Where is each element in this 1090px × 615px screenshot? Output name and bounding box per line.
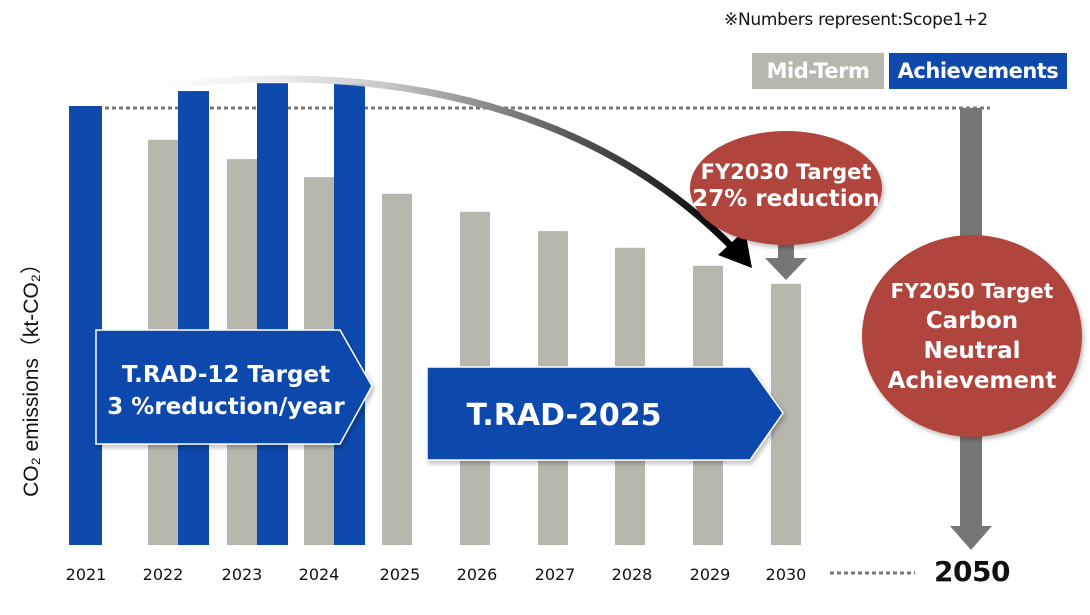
- x-tick-2024: 2024: [298, 565, 340, 584]
- x-tick-2022: 2022: [142, 565, 184, 584]
- bars-group: [69, 83, 801, 546]
- scope-note: ※Numbers represent:Scope1+2: [724, 10, 988, 30]
- x-tick-2023: 2023: [221, 565, 263, 584]
- legend-mid-term: Mid-Term: [752, 53, 884, 89]
- legend-achievements: Achievements: [889, 53, 1067, 89]
- trad12-line2: 3 %reduction/year: [107, 394, 345, 420]
- trend-arrowhead-icon: [718, 230, 752, 268]
- fy2050-line1: FY2050 Target: [891, 279, 1054, 303]
- trad2025-label: T.RAD-2025: [466, 398, 661, 433]
- trend-curve-arrow: [99, 75, 738, 253]
- bar-midterm-2025: [382, 193, 412, 546]
- bar-achievement-2021: [69, 106, 102, 545]
- trad12-target-arrow: T.RAD-12 Target 3 %reduction/year: [95, 329, 373, 445]
- bar-achievement-2023: [257, 83, 288, 545]
- fy2030-line1: FY2030 Target: [701, 160, 872, 184]
- x-tick-2029: 2029: [689, 565, 731, 584]
- trad12-line1: T.RAD-12 Target: [122, 362, 330, 388]
- fy2050-line2: Carbon: [926, 308, 1018, 334]
- fy2030-target-ellipse: FY2030 Target 27% reduction: [690, 131, 882, 245]
- trad2025-arrow: T.RAD-2025: [426, 366, 784, 461]
- x-tick-2028: 2028: [611, 565, 653, 584]
- x-tick-2026: 2026: [456, 565, 498, 584]
- x-tick-2027: 2027: [534, 565, 576, 584]
- x-tick-2030: 2030: [765, 565, 807, 584]
- x-tick-2025: 2025: [379, 565, 421, 584]
- bar-achievement-2022: [178, 91, 209, 545]
- bar-achievement-2024: [334, 84, 365, 546]
- x-tick-2050: 2050: [934, 555, 1010, 588]
- y-axis-label: CO₂ emissions（kt-CO₂）: [20, 253, 43, 497]
- fy2030-line2: 27% reduction: [692, 186, 880, 212]
- fy2050-line4: Achievement: [888, 368, 1057, 394]
- fy2050-target-ellipse: FY2050 Target Carbon Neutral Achievement: [862, 235, 1082, 437]
- fy2050-line3: Neutral: [924, 338, 1021, 364]
- x-tick-2021: 2021: [65, 565, 107, 584]
